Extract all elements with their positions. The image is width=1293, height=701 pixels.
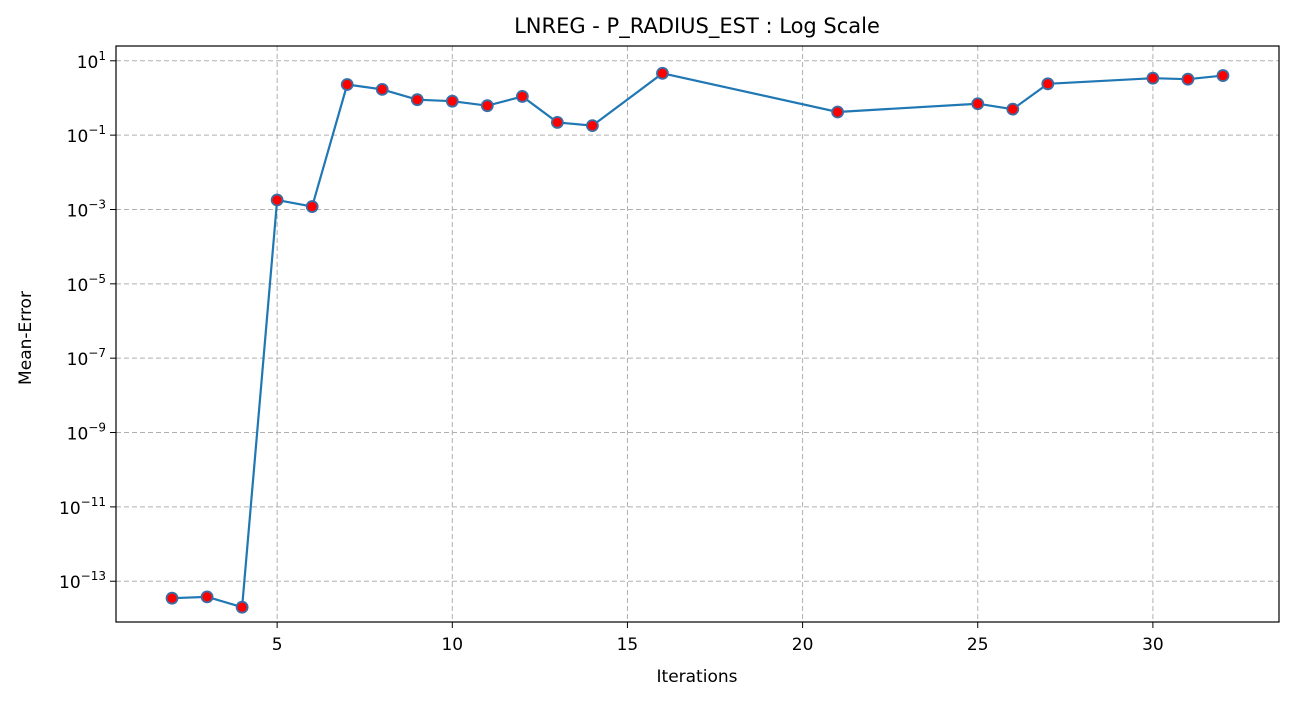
y-tick-label: 101 bbox=[77, 49, 106, 73]
data-point bbox=[515, 90, 529, 103]
y-tick-base: 10 bbox=[59, 573, 81, 593]
data-point bbox=[200, 590, 214, 604]
chart-title: LNREG - P_RADIUS_EST : Log Scale bbox=[514, 14, 880, 39]
y-tick-base: 10 bbox=[67, 127, 89, 147]
data-series bbox=[165, 66, 1230, 614]
x-axis-label: Iterations bbox=[657, 667, 738, 687]
data-point bbox=[445, 94, 459, 108]
data-point bbox=[971, 97, 985, 111]
y-tick-label: 10−5 bbox=[67, 272, 106, 296]
y-tick-label: 10−13 bbox=[59, 569, 106, 593]
x-tick-label: 15 bbox=[617, 635, 639, 655]
series-line bbox=[172, 72, 1224, 609]
data-point bbox=[1181, 72, 1195, 86]
x-tick-label: 5 bbox=[272, 635, 283, 655]
x-tick-label: 20 bbox=[792, 635, 814, 655]
grid-lines bbox=[116, 46, 1279, 622]
y-tick-base: 10 bbox=[67, 276, 89, 296]
y-tick-exponent: −5 bbox=[88, 272, 106, 286]
x-tick-label: 10 bbox=[441, 635, 463, 655]
y-tick-exponent: −3 bbox=[88, 197, 106, 211]
data-point bbox=[270, 193, 284, 207]
y-tick-label: 10−1 bbox=[67, 123, 106, 147]
y-tick-label: 10−7 bbox=[67, 346, 106, 370]
y-tick-exponent: −11 bbox=[81, 495, 106, 509]
y-tick-base: 10 bbox=[77, 53, 99, 73]
x-tick-label: 30 bbox=[1142, 635, 1164, 655]
data-point bbox=[480, 99, 494, 113]
data-point bbox=[375, 82, 389, 96]
data-point bbox=[305, 200, 319, 213]
y-tick-label: 10−11 bbox=[59, 495, 106, 519]
x-tick-label: 25 bbox=[967, 635, 989, 655]
y-tick-base: 10 bbox=[67, 350, 89, 370]
data-point bbox=[1006, 102, 1020, 116]
data-point bbox=[656, 66, 669, 80]
data-point bbox=[550, 116, 564, 129]
y-tick-label: 10−9 bbox=[67, 421, 106, 445]
data-point bbox=[165, 591, 179, 605]
data-point bbox=[235, 600, 249, 614]
y-tick-label: 10−3 bbox=[67, 197, 106, 221]
data-point bbox=[1216, 69, 1230, 82]
y-tick-exponent: −9 bbox=[88, 421, 106, 435]
y-tick-base: 10 bbox=[59, 499, 81, 519]
y-axis-label: Mean-Error bbox=[16, 291, 36, 385]
data-point bbox=[586, 119, 599, 133]
data-point bbox=[410, 93, 424, 107]
plot-frame bbox=[115, 45, 1280, 623]
y-tick-exponent: −13 bbox=[81, 569, 106, 583]
y-tick-exponent: 1 bbox=[98, 49, 106, 63]
y-tick-base: 10 bbox=[67, 201, 89, 221]
axis-ticks: 5 10 15 20 25 3010110−110−310−510−710−910−111… bbox=[59, 49, 1164, 655]
data-point bbox=[1146, 71, 1160, 85]
data-point bbox=[340, 78, 354, 91]
data-point bbox=[831, 105, 845, 119]
y-tick-base: 10 bbox=[67, 425, 89, 445]
y-tick-exponent: −7 bbox=[88, 346, 106, 360]
y-tick-exponent: −1 bbox=[88, 123, 106, 137]
data-point bbox=[1041, 77, 1055, 91]
